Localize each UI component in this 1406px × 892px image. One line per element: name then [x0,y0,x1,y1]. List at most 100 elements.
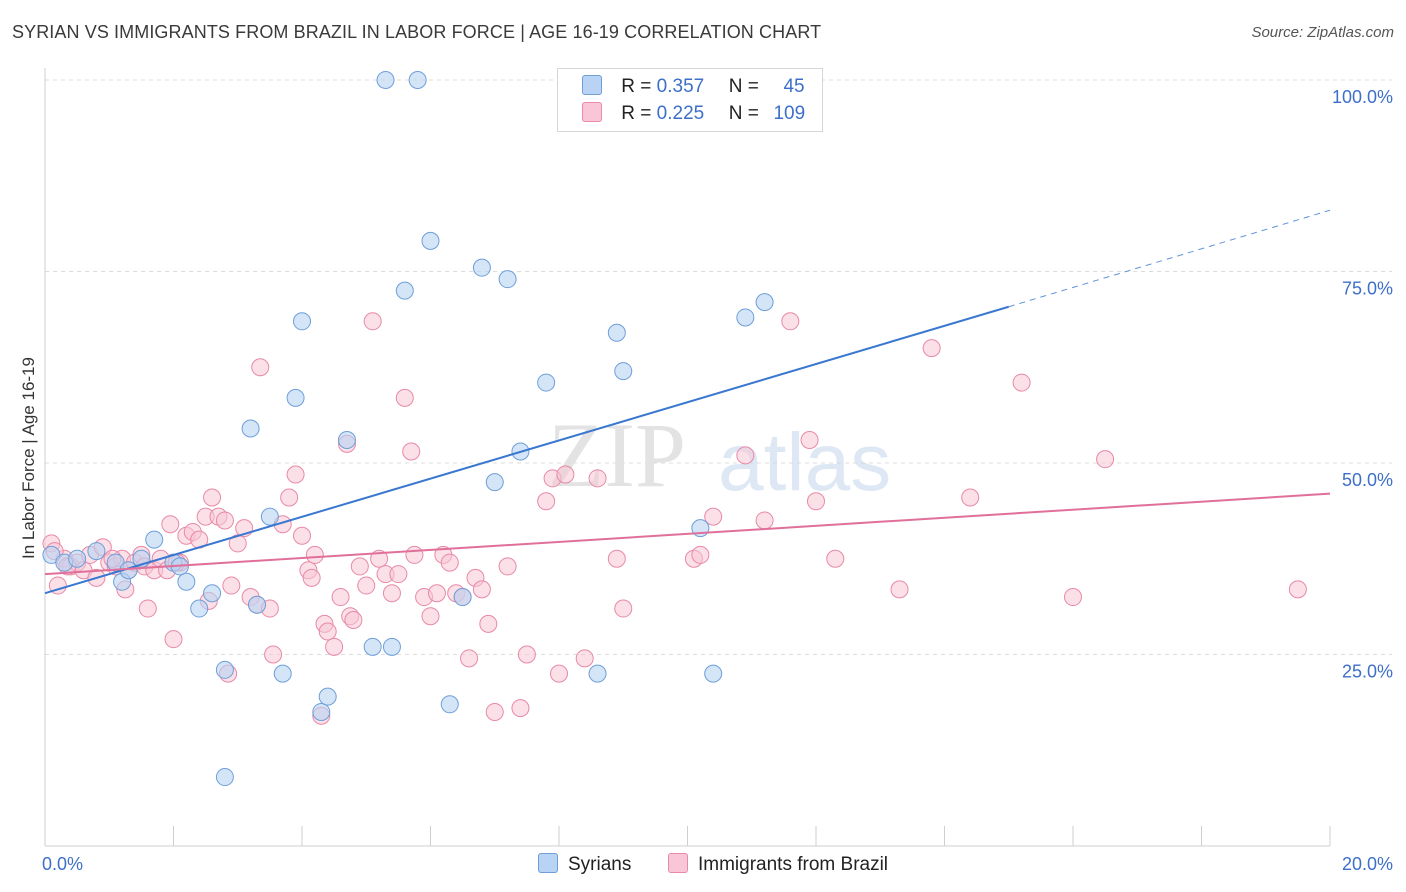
brazil-point [302,568,321,587]
syrians-point [472,258,491,277]
syrians-point [408,71,427,89]
syrians-point [755,293,774,312]
brazil-point [344,611,363,630]
brazil-point [293,526,311,545]
trend-lines [44,209,1331,595]
watermark: ZIP atlas [548,404,891,508]
syrians-point [498,270,517,289]
syrians-point [588,664,607,683]
brazil-point [215,511,234,530]
brazil-point [138,599,157,618]
brazil-trend-line [44,492,1331,576]
syrians-point [382,637,401,656]
legend-r-value-brazil: 0.225 [656,103,705,124]
brazil-point [517,645,536,664]
brazil-point [575,649,594,668]
syrians-point [614,362,633,381]
syrians-point [376,71,395,89]
syrians-point [363,637,382,656]
source-label: Source: ZipAtlas.com [1251,24,1394,41]
syrians-point [87,542,106,561]
brazil-point [405,545,424,564]
legend-n-value-brazil: 109 [773,103,806,124]
brazil-point [479,614,498,633]
brazil-point [736,446,755,465]
chart-title: SYRIAN VS IMMIGRANTS FROM BRAZIL IN LABO… [12,22,822,42]
bottom-legend-label-brazil: Immigrants from Brazil [698,854,889,875]
syrians-point [260,507,279,526]
bottom-legend-brazil: Immigrants from Brazil [668,853,888,876]
syrians-point [337,431,356,450]
brazil-point [704,507,723,526]
brazil-point [614,599,633,618]
legend-r-label: R = [621,76,652,97]
legend-n-label: N = [728,76,759,97]
brazil-point [460,649,479,668]
brazil-point [537,492,556,511]
syrians-point [286,388,305,407]
syrians-point [395,281,414,300]
legend-n-label: N = [728,103,759,124]
correlation-legend: R = 0.357 N = 45 R = 0.225 N = 109 [557,68,823,132]
brazil-point [370,549,389,568]
syrians-point [273,664,292,683]
syrians-point [215,768,234,787]
brazil-point [781,312,800,331]
bottom-swatch-brazil [668,853,688,873]
y-tick-label: 100.0% [1332,87,1393,107]
brazil-point [325,637,344,656]
gridlines [45,79,1392,655]
brazil-point [800,431,819,450]
syrians-points [42,71,774,787]
brazil-point [511,699,530,718]
brazil-point [164,630,183,649]
brazil-point [961,488,980,507]
brazil-points [42,312,1307,725]
watermark-zip: ZIP [548,404,686,506]
legend-r-value-syrians: 0.357 [656,76,705,97]
brazil-point [807,492,825,511]
brazil-point [402,442,421,461]
brazil-point [485,702,504,721]
brazil-point [691,545,710,564]
brazil-point [331,588,350,607]
syrians-point [736,308,755,327]
brazil-point [318,622,337,641]
syrians-trend-line [44,305,1010,595]
bottom-legend-label-syrians: Syrians [568,854,632,875]
brazil-point [203,488,222,507]
tick-labels: 25.0% 50.0% 75.0% 100.0% 0.0% 20.0% [42,87,1393,874]
brazil-point [357,576,376,595]
brazil-point [1064,588,1082,607]
syrians-point [203,584,222,603]
brazil-point [222,576,241,595]
brazil-point [550,664,568,683]
brazil-point [755,511,774,530]
y-tick-label: 25.0% [1342,662,1393,682]
brazil-point [161,515,180,534]
y-tick-label: 75.0% [1342,279,1393,299]
brazil-point [286,465,305,484]
x-tick-label: 20.0% [1342,854,1393,874]
brazil-point [588,469,607,488]
syrians-point [453,588,472,607]
syrians-point [177,572,196,591]
syrians-point [485,473,504,492]
brazil-point [427,584,446,603]
syrians-point [241,419,260,438]
brazil-point [826,549,845,568]
brazil-point [395,388,414,407]
legend-row-brazil: R = 0.225 N = 109 [582,102,805,126]
brazil-point [421,607,440,626]
brazil-point [389,565,408,584]
brazil-point [264,645,283,664]
syrians-point [704,664,723,683]
legend-swatch-syrians [582,75,602,95]
syrians-point [293,312,311,331]
x-tick-label: 0.0% [42,854,83,874]
syrians-point [145,530,164,549]
y-tick-label: 50.0% [1342,470,1393,490]
brazil-point [280,488,299,507]
syrians-trend-extension [1008,209,1331,308]
